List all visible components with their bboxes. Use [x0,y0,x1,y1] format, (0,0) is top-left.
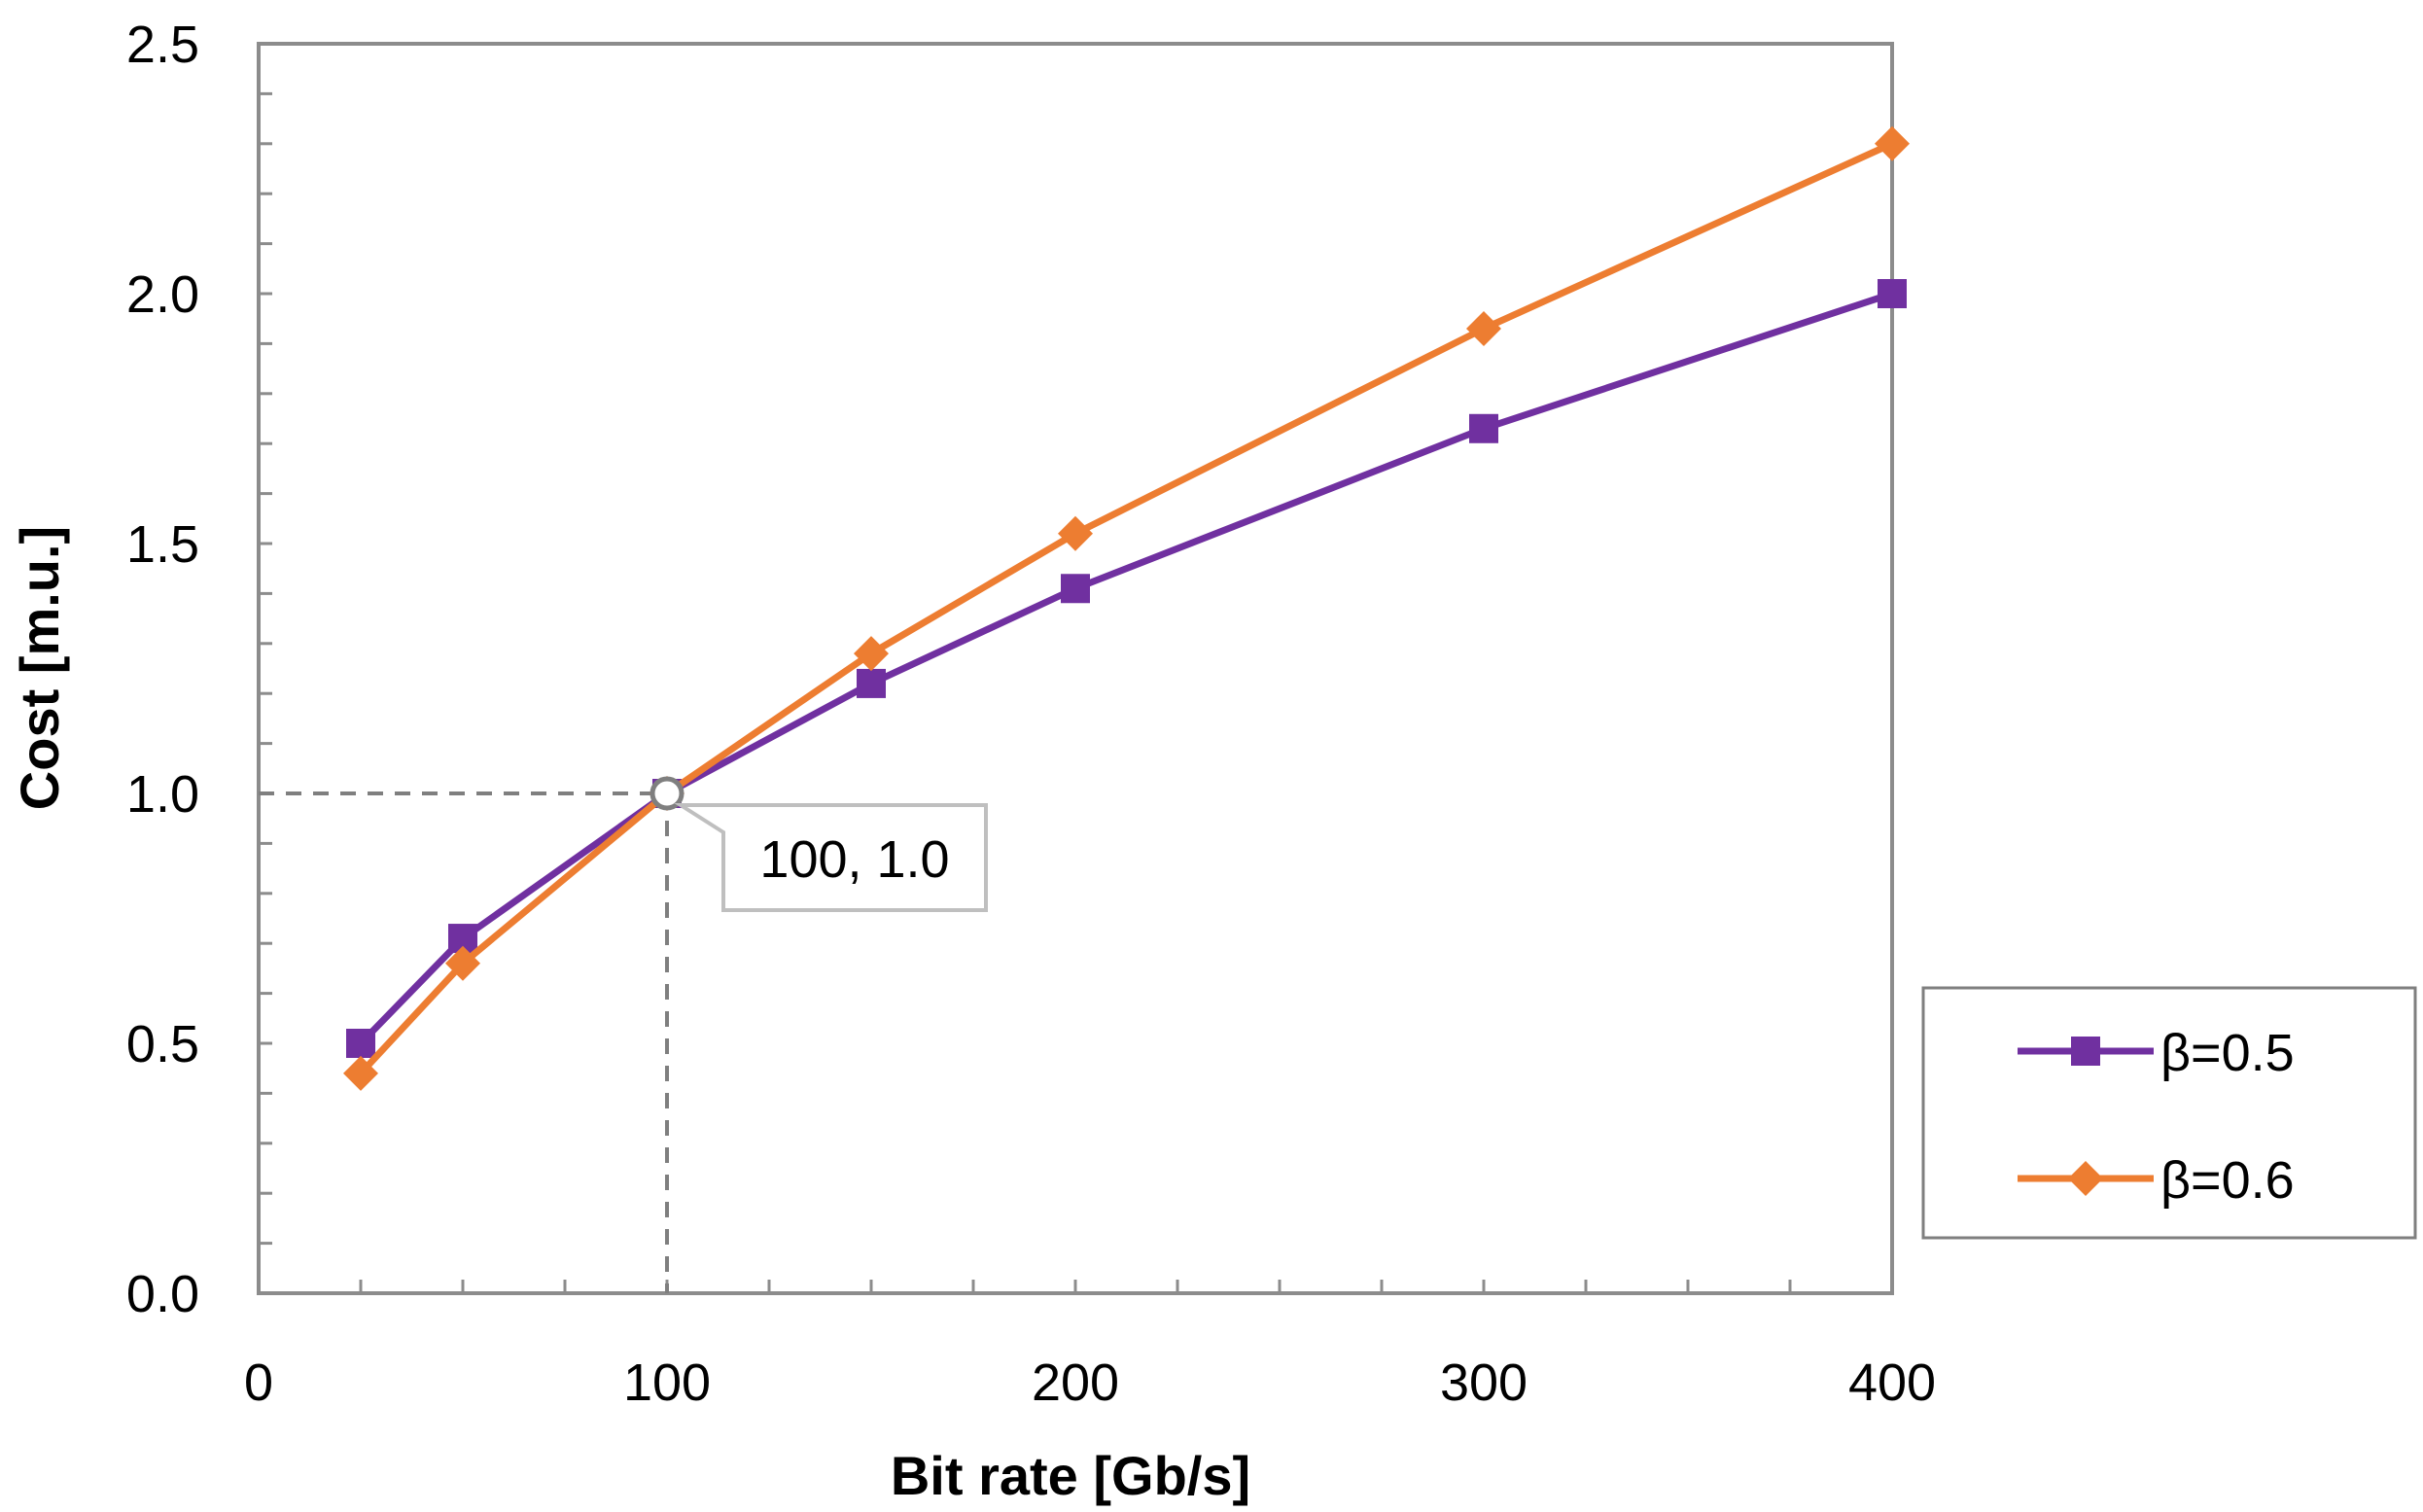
x-axis-title: Bit rate [Gb/s] [891,1445,1250,1506]
annotation: 100, 1.0 [650,776,988,912]
series-layer [343,125,1910,1091]
x-tick-label: 100 [623,1354,711,1412]
highlight-point [650,776,685,811]
y-tick-label: 0.5 [126,1015,199,1073]
y-tick-label: 1.0 [126,765,199,824]
x-tick-label: 200 [1032,1354,1119,1412]
legend-items: β=0.5 β=0.6 [2018,1024,2295,1210]
legend: β=0.5 β=0.6 [1921,986,2417,1240]
legend-label: β=0.5 [2160,1024,2295,1082]
data-point [1058,515,1093,551]
annotation-guides [259,791,669,1293]
y-tick-label: 0.0 [126,1265,199,1323]
data-point [857,668,886,698]
y-tick-label: 2.0 [126,265,199,324]
legend-marker [2071,1037,2100,1066]
x-tick-label: 0 [244,1354,273,1412]
data-point [343,1055,378,1091]
plot-area [257,42,1894,1295]
x-tick-label: 400 [1848,1354,1936,1412]
x-tick-labels: 0 100 200 300 400 [244,1354,1936,1412]
data-point [1878,279,1907,308]
data-point [1875,125,1910,161]
data-point [346,1029,375,1058]
legend-marker [2068,1161,2103,1196]
data-point [854,636,889,672]
y-tick-label: 1.5 [126,515,199,574]
y-tick-label: 2.5 [126,16,199,74]
legend-item-1: β=0.5 [2018,1024,2295,1082]
legend-box [1921,986,2417,1240]
x-tick-label: 300 [1440,1354,1528,1412]
data-point [1469,413,1498,443]
y-axis-title: Cost [m.u.] [9,526,70,810]
legend-label: β=0.6 [2160,1151,2295,1210]
callout-label: 100, 1.0 [759,830,949,889]
data-point [1466,310,1501,346]
data-point [445,945,480,981]
legend-item-2: β=0.6 [2018,1151,2295,1210]
data-point [1061,574,1090,604]
callout-box [674,803,988,912]
y-tick-labels: 0.0 0.5 1.0 1.5 2.0 2.5 [126,16,199,1323]
